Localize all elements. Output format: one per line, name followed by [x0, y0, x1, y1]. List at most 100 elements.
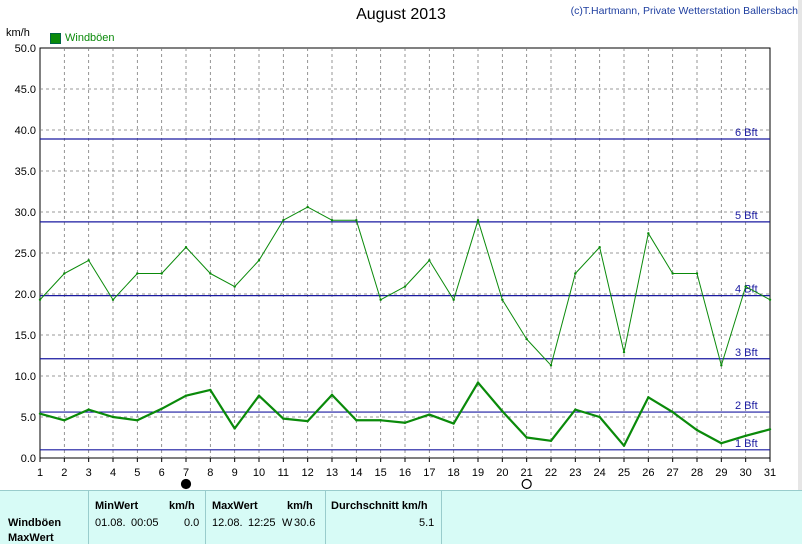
- data-point: [768, 428, 772, 431]
- x-tick-label: 13: [326, 467, 338, 479]
- x-tick-label: 16: [399, 467, 411, 479]
- data-point: [209, 272, 212, 275]
- min-value: 0.0: [184, 517, 200, 529]
- data-point: [355, 419, 358, 422]
- data-point: [476, 381, 480, 384]
- series-layer: [38, 205, 772, 447]
- avg-value: 5.1: [419, 517, 435, 529]
- footer-divider: [441, 491, 442, 544]
- x-tick-label: 7: [183, 467, 189, 479]
- data-point: [476, 219, 480, 222]
- data-point: [720, 364, 723, 367]
- data-point: [452, 298, 455, 301]
- y-tick-label: 30.0: [15, 207, 36, 219]
- data-point: [549, 439, 553, 442]
- min-date: 01.08.: [95, 517, 126, 529]
- data-point: [647, 232, 650, 235]
- data-point: [136, 419, 139, 422]
- data-point: [428, 259, 431, 262]
- x-tick-label: 11: [278, 467, 289, 479]
- x-tick-label: 14: [350, 467, 362, 479]
- data-point: [403, 285, 407, 288]
- x-tick-label: 2: [61, 467, 67, 479]
- beaufort-label: 2 Bft: [735, 400, 758, 412]
- x-tick-label: 6: [159, 467, 165, 479]
- max-date: 12.08.: [212, 517, 243, 529]
- x-tick-label: 10: [253, 467, 265, 479]
- x-tick-label: 25: [618, 467, 630, 479]
- data-point: [428, 413, 431, 416]
- y-tick-label: 45.0: [15, 84, 36, 96]
- data-point: [38, 298, 42, 301]
- x-tick-label: 8: [207, 467, 213, 479]
- data-point: [160, 272, 163, 275]
- data-point: [355, 219, 358, 222]
- scrollbar[interactable]: [798, 0, 802, 490]
- x-tick-label: 23: [569, 467, 581, 479]
- beaufort-label: 1 Bft: [735, 438, 758, 450]
- data-point: [257, 394, 261, 397]
- data-point: [501, 410, 504, 413]
- legend-label: Windböen: [65, 32, 115, 44]
- y-axis-unit: km/h: [6, 27, 30, 39]
- x-tick-label: 30: [740, 467, 752, 479]
- beaufort-label: 6 Bft: [735, 127, 758, 139]
- x-tick-label: 27: [667, 467, 679, 479]
- data-point: [525, 337, 528, 341]
- y-tick-label: 0.0: [21, 453, 36, 465]
- y-tick-label: 15.0: [15, 330, 36, 342]
- beaufort-reference-lines: 1 Bft 2 Bft 3 Bft 4 Bft 5 Bft 6 Bft: [40, 127, 770, 451]
- data-point: [574, 408, 577, 411]
- x-tick-label: 20: [496, 467, 508, 479]
- x-tick-label: 18: [448, 467, 460, 479]
- avg-header: Durchschnitt km/h: [331, 500, 428, 512]
- x-tick-label: 29: [715, 467, 727, 479]
- x-tick-label: 31: [764, 467, 776, 479]
- y-tick-label: 10.0: [15, 371, 36, 383]
- full-moon-icon: [521, 478, 532, 490]
- data-point: [282, 219, 285, 222]
- min-header: MinWert: [95, 500, 139, 512]
- data-point: [574, 272, 577, 275]
- data-point: [768, 298, 772, 301]
- data-point: [744, 434, 747, 438]
- moon-markers: [180, 478, 532, 490]
- data-point: [306, 419, 309, 423]
- x-tick-label: 19: [472, 467, 484, 479]
- data-point: [160, 407, 163, 410]
- data-point: [282, 417, 285, 420]
- x-tick-label: 3: [86, 467, 92, 479]
- x-tick-label: 5: [134, 467, 140, 479]
- axes: 0.0 5.0 10.0 15.0 20.0 25.0 30.0 35.0 40.0 45.0 50…: [15, 43, 777, 479]
- beaufort-label: 4 Bft: [735, 284, 758, 296]
- x-tick-label: 28: [691, 467, 703, 479]
- data-point: [63, 272, 66, 275]
- y-tick-label: 40.0: [15, 125, 36, 137]
- data-point: [330, 393, 334, 397]
- row-label-windboeen: Windböen: [8, 517, 62, 529]
- data-point: [111, 298, 115, 301]
- data-point: [671, 410, 674, 414]
- data-point: [379, 419, 382, 422]
- data-point: [87, 408, 90, 411]
- data-point: [184, 394, 188, 397]
- data-point: [257, 259, 261, 262]
- x-tick-label: 24: [594, 467, 606, 479]
- data-point: [330, 219, 334, 222]
- beaufort-label: 3 Bft: [735, 347, 758, 359]
- data-point: [184, 246, 188, 249]
- data-point: [671, 272, 674, 275]
- max-value: 30.6: [294, 517, 316, 529]
- x-tick-label: 15: [375, 467, 387, 479]
- data-point: [379, 298, 382, 301]
- row-label-maxwert: MaxWert: [8, 532, 54, 544]
- beaufort-label: 5 Bft: [735, 210, 758, 222]
- max-time: 12:25: [248, 517, 276, 529]
- y-tick-label: 25.0: [15, 248, 36, 260]
- y-tick-label: 35.0: [15, 166, 36, 178]
- legend-swatch: [50, 32, 61, 44]
- x-tick-label: 21: [521, 467, 533, 479]
- x-tick-label: 26: [642, 467, 654, 479]
- grid: [39, 47, 771, 459]
- statistics-footer: Windböen MaxWert MinWert km/h 01.08. 00:…: [0, 490, 802, 544]
